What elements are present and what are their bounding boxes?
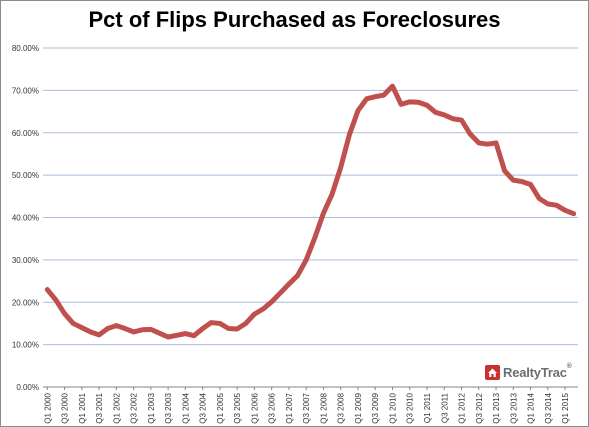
x-tick-label: Q3 2009 [371, 392, 380, 423]
x-tick-label: Q1 2008 [319, 392, 328, 423]
x-tick-label: Q3 2011 [440, 392, 449, 423]
y-tick-label: 70.00% [12, 86, 39, 95]
realtytrac-logo: RealtyTrac ® [485, 363, 572, 381]
x-tick-label: Q1 2002 [112, 392, 121, 423]
x-tick-label: Q1 2009 [354, 392, 363, 423]
x-tick-label: Q1 2005 [216, 392, 225, 423]
x-tick-label: Q3 2010 [406, 392, 415, 423]
x-tick-label: Q3 2004 [199, 392, 208, 423]
brand-trademark: ® [566, 363, 572, 370]
y-tick-label: 20.00% [12, 298, 39, 307]
x-tick-label: Q1 2001 [78, 392, 87, 423]
x-axis-ticks: Q1 2000 Q3 2000 Q1 2001 Q3 2001 Q1 2002 Q3 20… [43, 387, 570, 424]
x-tick-label: Q3 2001 [95, 392, 104, 423]
x-tick-label: Q1 2004 [181, 392, 190, 423]
y-tick-label: 60.00% [12, 129, 39, 138]
x-tick-label: Q3 2000 [61, 392, 70, 423]
y-tick-label: 30.00% [12, 256, 39, 265]
x-tick-label: Q1 2010 [388, 392, 397, 423]
gridlines [43, 47, 578, 346]
series-line [44, 83, 577, 340]
x-tick-label: Q1 2007 [285, 392, 294, 423]
x-tick-label: Q3 2014 [544, 392, 553, 423]
x-tick-label: Q1 2013 [492, 392, 501, 423]
chart-title: Pct of Flips Purchased as Foreclosures [88, 7, 501, 32]
x-tick-label: Q3 2002 [130, 392, 139, 423]
brand-name: RealtyTrac [503, 364, 567, 380]
x-tick-label: Q1 2000 [43, 392, 52, 423]
x-tick-label: Q3 2005 [233, 392, 242, 423]
x-tick-label: Q1 2003 [147, 392, 156, 423]
x-tick-label: Q1 2014 [527, 392, 536, 423]
y-tick-label: 40.00% [12, 214, 39, 223]
x-tick-label: Q3 2013 [509, 392, 518, 423]
x-tick-label: Q3 2006 [268, 392, 277, 423]
x-tick-label: Q3 2003 [164, 392, 173, 423]
y-tick-label: 80.00% [12, 44, 39, 53]
y-axis-ticks: 0.00% 10.00% 20.00% 30.00% 40.00% 50.00% 60.00… [12, 44, 39, 392]
x-tick-label: Q1 2012 [458, 392, 467, 423]
x-tick-label: Q3 2012 [475, 392, 484, 423]
y-tick-label: 0.00% [16, 383, 39, 392]
x-tick-label: Q3 2007 [302, 392, 311, 423]
x-tick-label: Q3 2008 [337, 392, 346, 423]
x-tick-label: Q1 2015 [561, 392, 570, 423]
series-layer [44, 83, 577, 340]
y-tick-label: 10.00% [12, 341, 39, 350]
x-tick-label: Q1 2011 [423, 392, 432, 423]
y-tick-label: 50.00% [12, 171, 39, 180]
house-icon [485, 364, 500, 380]
x-tick-label: Q1 2006 [250, 392, 259, 423]
